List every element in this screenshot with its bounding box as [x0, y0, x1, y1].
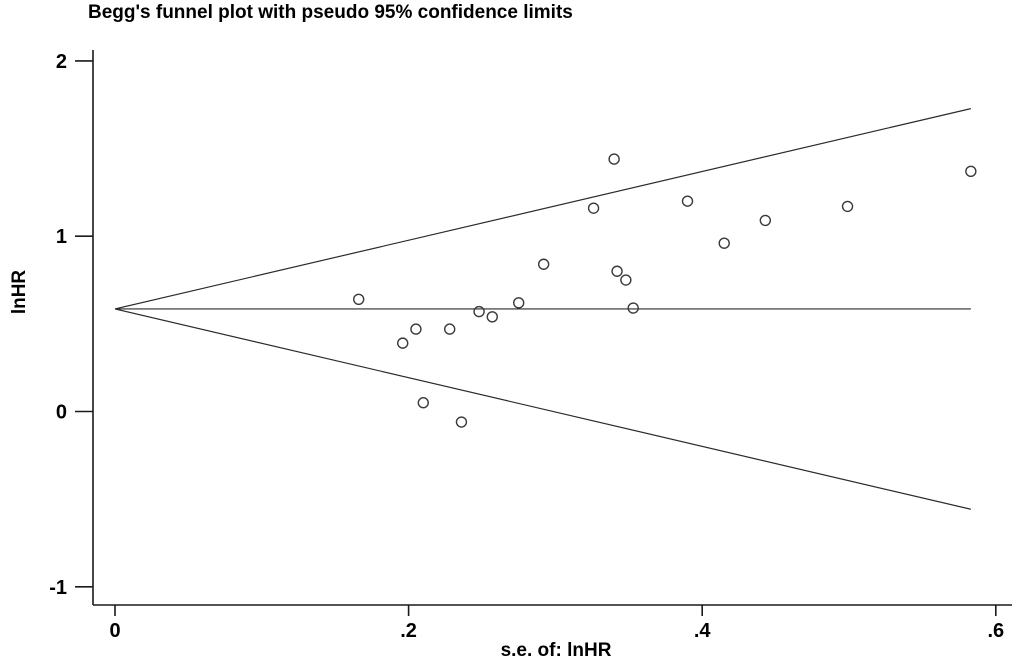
x-axis-tick-label: 0 [109, 620, 120, 642]
data-point [681, 195, 694, 207]
data-point [513, 297, 525, 309]
data-point [718, 237, 730, 249]
y-axis-tick-label: 0 [56, 402, 67, 424]
data-point [486, 311, 498, 323]
data-point [759, 214, 772, 227]
x-axis-title: s.e. of: lnHR [500, 640, 612, 661]
data-point [841, 200, 854, 213]
data-point [397, 337, 409, 349]
data-point [608, 153, 620, 165]
y-axis-tick-label: 2 [56, 51, 67, 73]
x-axis-tick-label: .2 [400, 620, 417, 642]
data-point [627, 302, 639, 314]
data-point [410, 323, 422, 335]
data-point [352, 293, 365, 306]
chart-title: Begg's funnel plot with pseudo 95% confi… [88, 2, 573, 23]
data-point [965, 165, 977, 178]
data-point [455, 416, 468, 428]
y-axis-title: lnHR [9, 269, 30, 315]
data-point [444, 323, 456, 335]
data-point [587, 202, 600, 214]
y-axis-tick-label: -1 [49, 577, 67, 599]
data-point [611, 265, 623, 277]
x-axis-tick-label: .4 [694, 620, 712, 642]
upper-confidence-limit-line [114, 108, 971, 310]
x-axis-tick-label: .6 [987, 620, 1004, 642]
data-point [473, 305, 485, 318]
data-point [620, 274, 632, 286]
data-point [417, 397, 429, 409]
data-point [537, 258, 550, 270]
y-axis-tick-label: 1 [56, 226, 67, 248]
lower-confidence-limit-line [114, 308, 971, 510]
